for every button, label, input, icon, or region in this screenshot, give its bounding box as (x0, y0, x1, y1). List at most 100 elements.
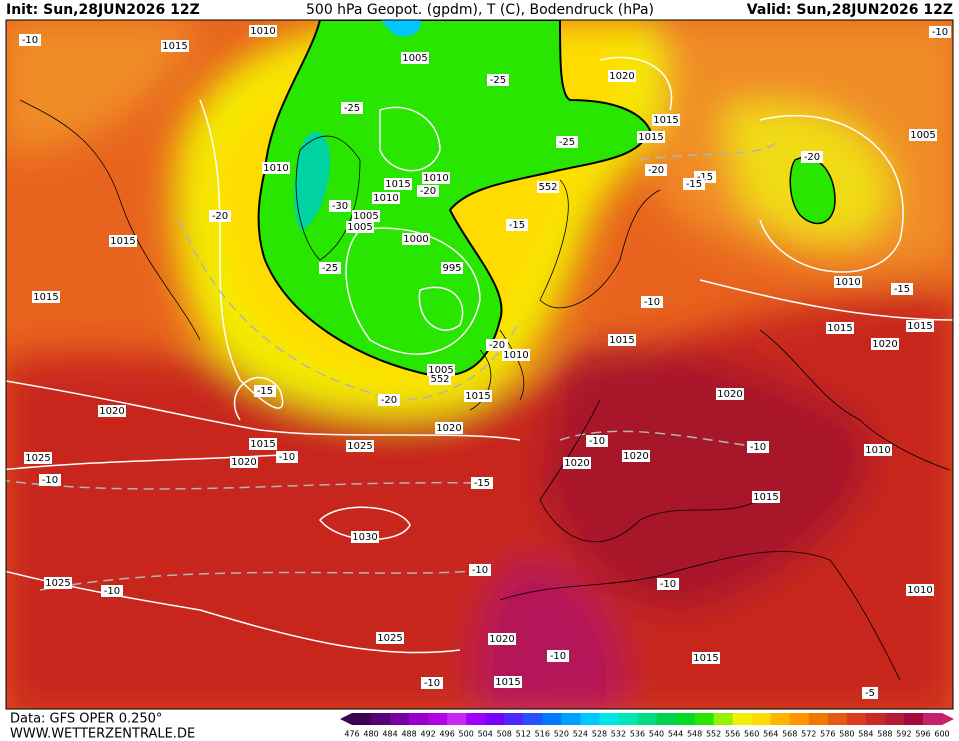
contour-label: -15 (894, 284, 910, 295)
contour-label: -10 (644, 297, 660, 308)
label-box (39, 474, 61, 486)
contour-label: -20 (420, 186, 436, 197)
scale-label: 572 (801, 730, 816, 739)
label-box (826, 322, 854, 334)
scale-label: 568 (782, 730, 797, 739)
label-box (249, 25, 277, 37)
label-box (834, 276, 862, 288)
field (6, 20, 953, 709)
label-box (254, 385, 276, 397)
scale-swatch (903, 713, 924, 725)
label-box (906, 320, 934, 332)
label-box (249, 438, 277, 450)
scale-swatch (523, 713, 543, 725)
label-box (329, 200, 351, 212)
contour-label: 1020 (231, 457, 256, 468)
scale-swatch (846, 713, 867, 725)
scale-label: 564 (763, 730, 778, 739)
label-box (230, 456, 258, 468)
contour-label: -20 (212, 211, 228, 222)
label-box (464, 390, 492, 402)
label-box (441, 262, 463, 274)
label-box (891, 283, 913, 295)
label-box (435, 422, 463, 434)
scale-label: 508 (497, 730, 512, 739)
scale-label: 492 (420, 730, 435, 739)
label-box (346, 440, 374, 452)
label-box (346, 221, 374, 233)
scale-swatch (447, 713, 467, 725)
label-box (506, 219, 528, 231)
contour-label: -10 (424, 678, 440, 689)
scale-label: 520 (554, 730, 569, 739)
scale-swatch (770, 713, 791, 725)
label-box (871, 338, 899, 350)
contour-label: -25 (344, 103, 360, 114)
scale-label: 556 (725, 730, 740, 739)
scale-label: 588 (877, 730, 892, 739)
contour-label: 1010 (835, 277, 860, 288)
label-box (747, 441, 769, 453)
label-box (351, 531, 379, 543)
label-box (352, 210, 380, 222)
scale-label: 504 (478, 730, 493, 739)
scale-swatch (504, 713, 524, 725)
scale-label: 536 (630, 730, 645, 739)
color-scale: 476 480 484 488 492 496 500 504 508 512 516 520 524 5… (340, 713, 954, 739)
contour-label: 1015 (250, 439, 275, 450)
contour-label: 1025 (377, 633, 402, 644)
init-time: Init: Sun,28JUN2026 12Z (6, 2, 200, 18)
scale-label: 516 (535, 730, 550, 739)
label-box (422, 172, 450, 184)
contour-label: 1010 (373, 193, 398, 204)
scale-arrow-right (942, 713, 954, 725)
contour-label: -10 (279, 452, 295, 463)
contour-label: 1015 (753, 492, 778, 503)
scale-swatch (409, 713, 429, 725)
label-box (622, 450, 650, 462)
label-box (645, 164, 667, 176)
contour-label: -15 (509, 220, 525, 231)
scale-swatch (694, 713, 715, 725)
scale-label: 532 (611, 730, 626, 739)
contour-label: -20 (381, 395, 397, 406)
contour-label: 1025 (45, 578, 70, 589)
label-box (752, 491, 780, 503)
label-box (652, 114, 680, 126)
scale-label: 524 (573, 730, 588, 739)
label-box (161, 40, 189, 52)
label-box (683, 178, 705, 190)
contour-label: 1010 (865, 445, 890, 456)
site: WWW.WETTERZENTRALE.DE (10, 727, 195, 741)
scale-swatch (485, 713, 505, 725)
scale-swatch (827, 713, 848, 725)
scale-swatch (466, 713, 486, 725)
contour-label: 1025 (25, 453, 50, 464)
contour-label: 1020 (99, 406, 124, 417)
scale-swatch (561, 713, 581, 725)
contour-label: 1020 (872, 339, 897, 350)
contour-label: 1015 (609, 335, 634, 346)
contour-label: 1015 (110, 236, 135, 247)
contour-label: 1010 (250, 26, 275, 37)
contour-label: 1025 (347, 441, 372, 452)
contour-label: 552 (430, 374, 449, 385)
contour-label: -15 (257, 386, 273, 397)
label-box (862, 687, 878, 699)
scale-label: 596 (915, 730, 930, 739)
label-box (44, 577, 72, 589)
scale-label: 488 (401, 730, 416, 739)
contour-label: -10 (104, 586, 120, 597)
contour-label: 1020 (623, 451, 648, 462)
contour-label: 1015 (653, 115, 678, 126)
map-title: 500 hPa Geopot. (gpdm), T (C), Bodendruc… (306, 2, 654, 18)
cold-core (380, 20, 421, 37)
scale-label: 584 (858, 730, 873, 739)
scale-swatch (884, 713, 905, 725)
contour-label: 1000 (403, 234, 428, 245)
scale-label: 576 (820, 730, 835, 739)
scale-label: 480 (363, 730, 378, 739)
label-box (262, 162, 290, 174)
